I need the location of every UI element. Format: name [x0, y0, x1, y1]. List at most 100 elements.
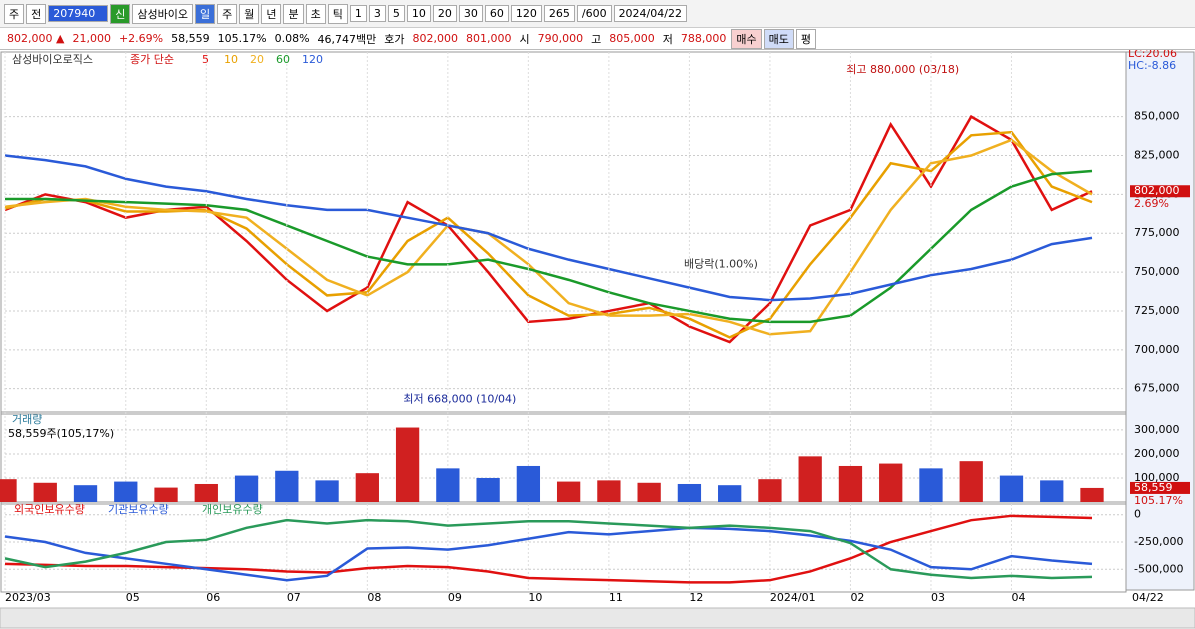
x-tick-label: 02 — [850, 591, 864, 604]
legend-entry: 120 — [302, 53, 323, 66]
volume-bar — [838, 465, 863, 502]
volume-bar — [154, 487, 178, 502]
quote-bar: 802,000 ▲ 21,000 +2.69% 58,559 105.17% 0.08% 4… — [0, 28, 1195, 50]
panel-title: 거래량 — [12, 413, 42, 426]
volume-bar — [919, 468, 943, 502]
legend-entry: 10 — [224, 53, 238, 66]
series-line — [4, 154, 1093, 302]
toolbar-item[interactable]: 삼성바이오 — [132, 3, 193, 24]
x-end-label: 04/22 — [1132, 591, 1164, 604]
quote-item: 790,000 — [537, 32, 584, 45]
quote-button[interactable]: 매도 — [763, 28, 794, 49]
volume-bar — [73, 485, 98, 502]
volume-bar — [395, 427, 420, 502]
volume-bar — [1080, 487, 1104, 502]
quote-item: 805,000 — [609, 32, 655, 45]
toolbar-item[interactable]: 207940 — [48, 5, 109, 22]
quote-item: 802,000 — [412, 32, 459, 45]
toolbar-item[interactable]: 분 — [283, 3, 304, 24]
current-change: 2.69% — [1134, 197, 1169, 210]
current-label: 58,559 — [1134, 481, 1173, 494]
volume-bar — [315, 480, 339, 502]
y-tick-label: 725,000 — [1134, 304, 1180, 317]
legend-entry: 5 — [202, 53, 209, 66]
x-tick-label: 07 — [287, 591, 301, 604]
volume-bar — [597, 480, 621, 502]
volume-bar — [355, 473, 379, 502]
series-line — [4, 518, 1093, 580]
current-box — [1130, 185, 1190, 198]
quote-item: 0.08% — [274, 32, 310, 45]
x-tick-label: 09 — [448, 591, 462, 604]
y-tick-label: 300,000 — [1134, 423, 1180, 436]
volume-bar — [436, 468, 460, 502]
quote-button[interactable]: 매수 — [731, 28, 762, 49]
toolbar-item[interactable]: 신 — [110, 3, 131, 24]
toolbar-item[interactable]: 월 — [239, 3, 260, 24]
quote-item: 21,000 — [72, 32, 111, 45]
toolbar-item[interactable]: 10 — [406, 5, 431, 22]
x-tick-label: 04 — [1011, 591, 1025, 604]
toolbar-item[interactable]: 30 — [458, 5, 483, 22]
toolbar-item[interactable]: 120 — [510, 5, 542, 22]
toolbar-item[interactable]: 틱 — [327, 3, 348, 24]
quote-button[interactable]: 평 — [795, 28, 817, 49]
toolbar-item[interactable]: 초 — [305, 3, 326, 24]
volume-bar — [114, 481, 138, 502]
current-label: 802,000 — [1134, 184, 1180, 197]
panel-title: 삼성바이오로직스 — [12, 53, 93, 66]
y-tick-label: 200,000 — [1134, 447, 1180, 460]
chart-area: 675,000700,000725,000750,000775,000800,0… — [0, 50, 1195, 629]
volume-bar — [234, 475, 259, 502]
legend-entry: 개인보유수량 — [202, 503, 263, 516]
toolbar-item[interactable]: /600 — [576, 5, 612, 22]
toolbar-item[interactable]: 265 — [543, 5, 575, 22]
toolbar-item[interactable]: 년 — [261, 3, 282, 24]
toolbar-item[interactable]: 주 — [217, 3, 238, 24]
current-change: 105.17% — [1134, 494, 1183, 507]
toolbar-item[interactable]: 주 — [4, 3, 25, 24]
corner-label: LC:20.06 — [1128, 50, 1177, 60]
legend-entry: 60 — [276, 53, 290, 66]
annotation: 최저 668,000 (10/04) — [403, 393, 516, 406]
annotation: 배당락(1.00%) — [684, 257, 758, 270]
volume-bar — [637, 482, 661, 502]
x-tick-label: 2024/01 — [770, 591, 816, 604]
y-tick-label: 750,000 — [1134, 265, 1180, 278]
volume-bar — [516, 465, 541, 502]
volume-bar — [798, 456, 822, 502]
axis-panel — [1125, 51, 1195, 591]
volume-bar — [758, 479, 782, 502]
quote-item: 58,559 — [171, 32, 210, 45]
toolbar-item[interactable]: 일 — [194, 3, 216, 24]
corner-label: HC:-8.86 — [1128, 59, 1176, 72]
toolbar-item[interactable]: 2024/04/22 — [613, 5, 687, 22]
y-tick-label: 850,000 — [1134, 110, 1180, 123]
series-line — [4, 526, 1093, 582]
volume-bar — [275, 470, 299, 502]
volume-bar — [677, 483, 702, 502]
x-tick-label: 06 — [206, 591, 220, 604]
x-tick-label: 08 — [367, 591, 381, 604]
toolbar-item[interactable]: 60 — [484, 5, 509, 22]
y-tick-label: 775,000 — [1134, 226, 1180, 239]
toolbar-item[interactable]: 1 — [349, 5, 367, 22]
volume-bar — [1040, 480, 1064, 502]
y-tick-label: 700,000 — [1134, 343, 1180, 356]
toolbar-item[interactable]: 3 — [368, 5, 386, 22]
volume-bar — [959, 461, 983, 502]
series-line — [4, 138, 1093, 336]
annotation: 최고 880,000 (03/18) — [846, 63, 959, 76]
volume-bar — [718, 485, 742, 502]
x-tick-label: 12 — [689, 591, 703, 604]
toolbar-item[interactable]: 전 — [26, 3, 47, 24]
volume-bar — [999, 475, 1024, 502]
toolbar-item[interactable]: 20 — [432, 5, 457, 22]
series-line — [4, 114, 1093, 344]
toolbar-item[interactable]: 5 — [387, 5, 405, 22]
volume-bar — [33, 482, 57, 502]
quote-item: 저 — [662, 32, 673, 46]
panel-subtitle: 58,559주(105,17%) — [8, 427, 114, 440]
legend-entry: 기관보유수량 — [108, 503, 169, 516]
